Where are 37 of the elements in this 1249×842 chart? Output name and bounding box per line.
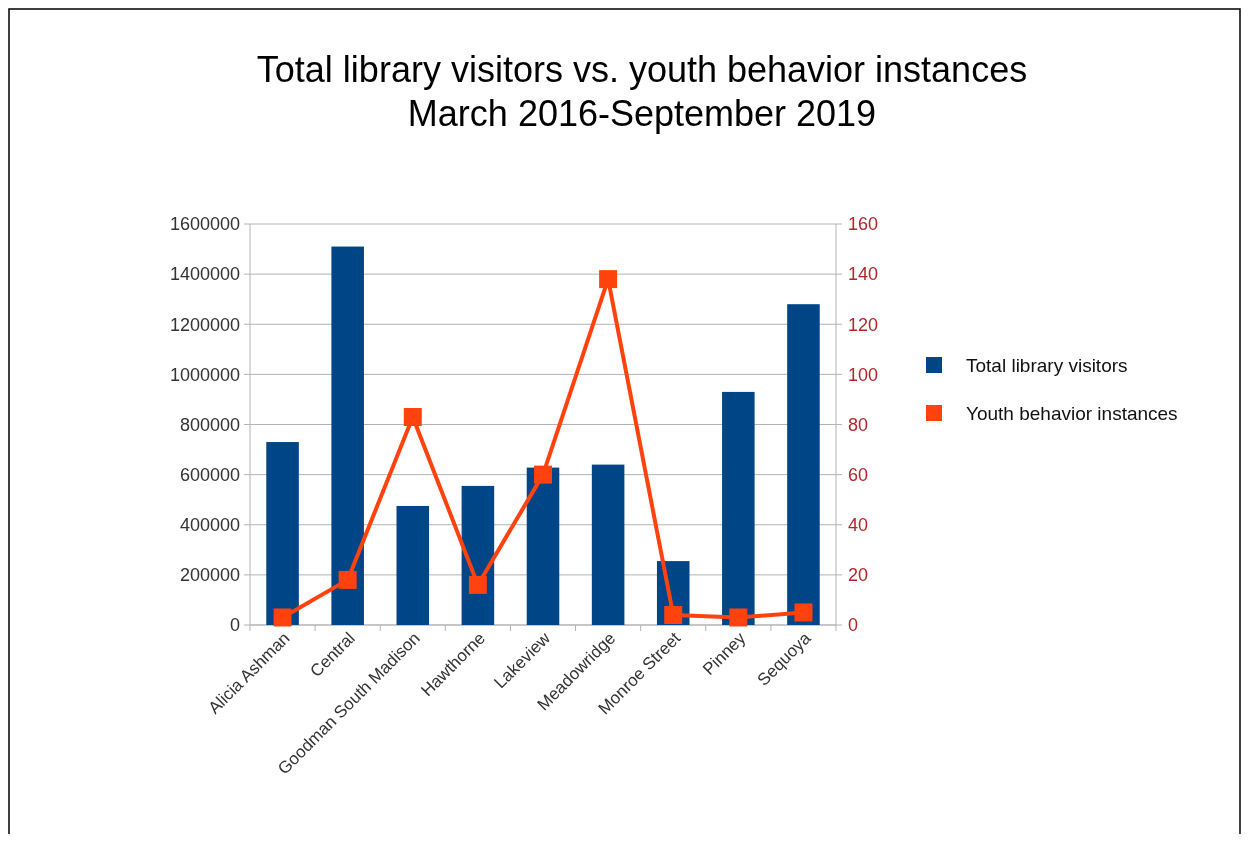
bar [396,505,430,625]
point [599,270,618,289]
point [729,608,748,627]
bar [722,391,755,625]
point [794,603,813,622]
y-tick-label: 0 [229,615,240,636]
y2-tick-label: 120 [848,314,879,335]
point [403,407,422,426]
bar [331,246,364,625]
legend-label: Total library visitors [966,354,1128,376]
bar [266,442,299,625]
y2-tick-label: 100 [848,364,879,385]
y-tick-label: 800000 [179,414,240,435]
point [338,570,357,589]
bar [526,467,560,625]
y2-tick-label: 80 [848,414,869,435]
y2-tick-label: 60 [848,464,869,485]
y-tick-label: 600000 [179,464,240,485]
y-tick-label: 1600000 [169,214,240,235]
y2-tick-label: 20 [848,565,869,586]
y-tick-label: 1200000 [169,314,240,335]
legend-label: Youth behavior instances [966,402,1178,424]
point [534,465,552,484]
chart-title: Total library visitors vs. youth behavior instances March 2016-September 2019 [256,49,1028,134]
y-tick-label: 400000 [179,515,240,536]
point [664,605,683,624]
y-tick-label: 1400000 [169,264,240,285]
y2-tick-label: 0 [848,615,859,636]
y2-tick-label: 160 [848,214,879,235]
y-tick-label: 200000 [179,565,240,586]
bar [591,464,625,625]
bar [787,304,820,625]
y-tick-label: 1000000 [169,364,240,385]
y2-tick-label: 140 [848,264,879,285]
y2-tick-label: 40 [848,515,869,536]
point [468,575,487,594]
point [273,608,292,627]
